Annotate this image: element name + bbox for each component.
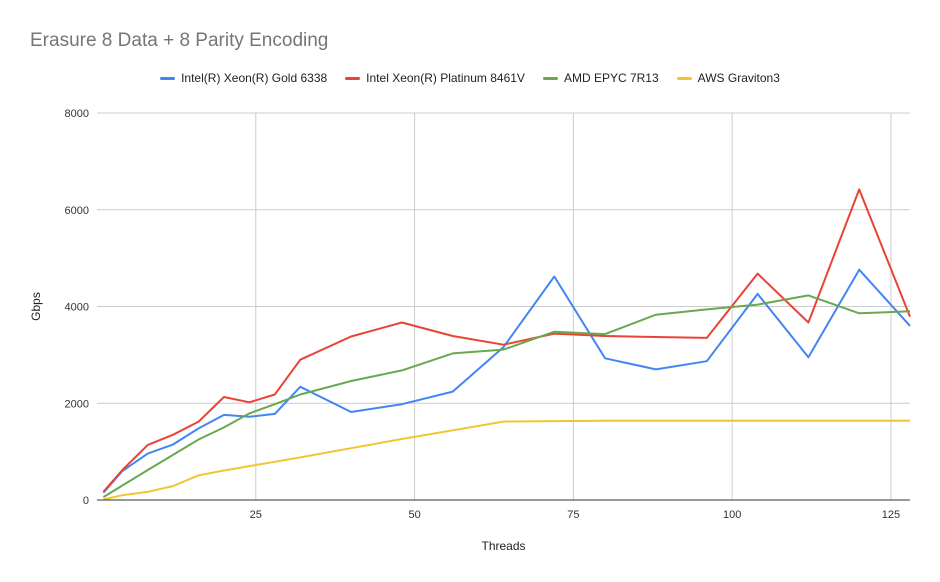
x-tick-label: 50 (408, 509, 420, 521)
legend-label: AWS Graviton3 (697, 71, 780, 85)
legend-item-epyc-7r13[interactable]: AMD EPYC 7R13 (542, 71, 659, 85)
legend-label: AMD EPYC 7R13 (563, 71, 659, 85)
series-line-1 (102, 188, 911, 493)
x-tick-label: 25 (250, 509, 262, 521)
y-tick-labels: 0 2000 4000 6000 8000 (65, 108, 89, 507)
legend-item-platinum-8461v[interactable]: Intel Xeon(R) Platinum 8461V (345, 71, 525, 85)
legend-swatch (676, 76, 692, 80)
legend-swatch (542, 76, 558, 80)
legend-swatch (160, 76, 176, 80)
legend-item-gold-6338[interactable]: Intel(R) Xeon(R) Gold 6338 (160, 71, 327, 85)
series-line-0 (102, 268, 911, 494)
x-tick-labels: 25 50 75 100 125 (250, 509, 900, 521)
legend-label: Intel(R) Xeon(R) Gold 6338 (181, 71, 328, 85)
legend-label: Intel Xeon(R) Platinum 8461V (366, 71, 525, 85)
y-tick-label: 4000 (65, 302, 89, 314)
gridlines (97, 112, 910, 500)
x-axis-label: Threads (481, 539, 525, 553)
chart-title: Erasure 8 Data + 8 Parity Encoding (30, 30, 329, 51)
y-tick-label: 6000 (65, 205, 89, 217)
y-axis-label: Gbps (29, 292, 43, 321)
y-tick-label: 0 (83, 495, 89, 507)
legend-swatch (345, 76, 361, 80)
legend-item-graviton3[interactable]: AWS Graviton3 (676, 71, 780, 85)
x-tick-label: 125 (882, 509, 900, 521)
legend: Intel(R) Xeon(R) Gold 6338 Intel Xeon(R)… (0, 71, 940, 85)
series-line-3 (103, 419, 910, 501)
y-tick-label: 2000 (65, 398, 89, 410)
series-line-2 (102, 294, 911, 498)
x-tick-label: 100 (723, 509, 741, 521)
y-tick-label: 8000 (65, 108, 89, 120)
series-lines (102, 188, 911, 501)
x-tick-label: 75 (567, 509, 579, 521)
